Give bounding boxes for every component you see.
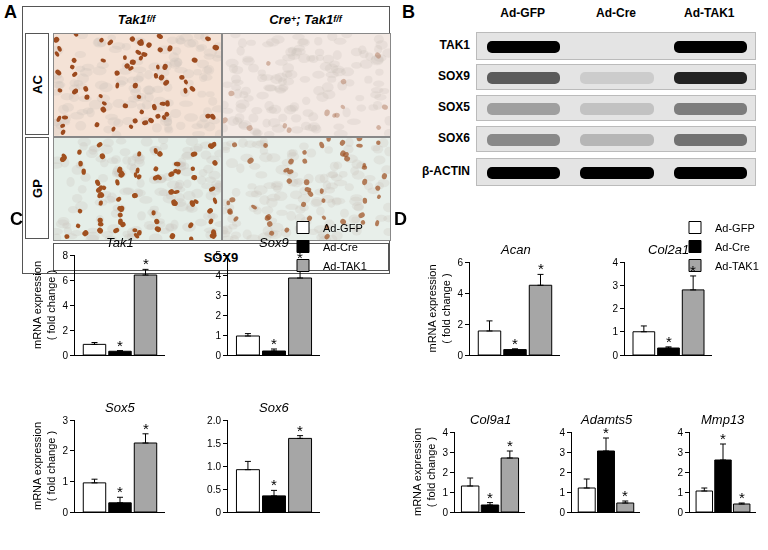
svg-text:*: *	[666, 333, 672, 350]
svg-text:2: 2	[62, 325, 68, 336]
svg-text:0: 0	[442, 507, 448, 518]
svg-text:4: 4	[442, 427, 448, 438]
svg-text:Ad-Cre: Ad-Cre	[715, 241, 750, 253]
svg-text:6: 6	[457, 257, 463, 268]
svg-text:Ad-GFP: Ad-GFP	[715, 222, 755, 234]
svg-text:3: 3	[62, 415, 68, 426]
svg-text:*: *	[143, 255, 149, 272]
svg-text:Sox9: Sox9	[259, 235, 289, 250]
svg-text:Sox6: Sox6	[259, 400, 289, 415]
svg-text:*: *	[117, 483, 123, 500]
svg-text:*: *	[720, 430, 726, 447]
svg-text:2: 2	[677, 467, 683, 478]
svg-text:*: *	[297, 422, 303, 439]
svg-text:4: 4	[457, 288, 463, 299]
svg-text:*: *	[603, 424, 609, 441]
svg-text:1: 1	[442, 487, 448, 498]
svg-text:*: *	[297, 249, 303, 266]
svg-text:4: 4	[612, 257, 618, 268]
svg-text:8: 8	[62, 250, 68, 261]
svg-text:*: *	[512, 335, 518, 352]
svg-text:D: D	[394, 209, 407, 229]
svg-text:2: 2	[612, 303, 618, 314]
svg-text:Adamts5: Adamts5	[580, 412, 633, 427]
svg-text:0: 0	[457, 350, 463, 361]
svg-text:*: *	[739, 489, 745, 506]
svg-text:2: 2	[457, 319, 463, 330]
svg-text:1.0: 1.0	[207, 461, 221, 472]
svg-text:*: *	[507, 437, 513, 454]
svg-text:4: 4	[677, 427, 683, 438]
svg-text:*: *	[690, 262, 696, 279]
svg-text:0: 0	[215, 507, 221, 518]
svg-text:2: 2	[62, 445, 68, 456]
svg-text:0: 0	[215, 350, 221, 361]
svg-text:*: *	[487, 489, 493, 506]
svg-text:Ad-TAK1: Ad-TAK1	[715, 260, 759, 272]
svg-text:*: *	[271, 476, 277, 493]
svg-text:1: 1	[559, 487, 565, 498]
svg-text:1: 1	[215, 330, 221, 341]
svg-text:0: 0	[62, 350, 68, 361]
svg-text:Mmp13: Mmp13	[701, 412, 745, 427]
svg-text:4: 4	[62, 300, 68, 311]
svg-text:6: 6	[62, 275, 68, 286]
svg-text:0: 0	[612, 350, 618, 361]
svg-text:*: *	[143, 420, 149, 437]
svg-text:Col9a1: Col9a1	[470, 412, 511, 427]
svg-text:*: *	[622, 487, 628, 504]
svg-text:Tak1: Tak1	[106, 235, 134, 250]
svg-text:1.5: 1.5	[207, 438, 221, 449]
svg-text:3: 3	[215, 290, 221, 301]
svg-text:mRNA expression( fold change ): mRNA expression( fold change )	[31, 261, 57, 349]
svg-text:1: 1	[612, 326, 618, 337]
svg-text:Ad-Cre: Ad-Cre	[323, 241, 358, 253]
svg-text:Acan: Acan	[500, 242, 531, 257]
svg-text:0: 0	[559, 507, 565, 518]
svg-text:2.0: 2.0	[207, 415, 221, 426]
svg-text:2: 2	[442, 467, 448, 478]
svg-text:3: 3	[612, 280, 618, 291]
svg-text:*: *	[117, 337, 123, 354]
svg-text:*: *	[538, 260, 544, 277]
svg-text:2: 2	[215, 310, 221, 321]
svg-text:3: 3	[442, 447, 448, 458]
svg-text:4: 4	[559, 427, 565, 438]
svg-text:2: 2	[559, 467, 565, 478]
svg-text:Ad-TAK1: Ad-TAK1	[323, 260, 367, 272]
svg-text:0.5: 0.5	[207, 484, 221, 495]
svg-text:Ad-GFP: Ad-GFP	[323, 222, 363, 234]
svg-text:C: C	[10, 209, 23, 229]
svg-text:*: *	[271, 335, 277, 352]
svg-text:0: 0	[677, 507, 683, 518]
svg-text:mRNA expression( fold change ): mRNA expression( fold change )	[31, 422, 57, 510]
svg-text:1: 1	[62, 476, 68, 487]
svg-text:0: 0	[62, 507, 68, 518]
svg-text:1: 1	[677, 487, 683, 498]
svg-text:5: 5	[215, 250, 221, 261]
svg-text:3: 3	[559, 447, 565, 458]
svg-text:3: 3	[677, 447, 683, 458]
svg-text:Sox5: Sox5	[105, 400, 135, 415]
svg-text:4: 4	[215, 270, 221, 281]
svg-text:Col2a1: Col2a1	[648, 242, 689, 257]
svg-text:mRNA expression( fold change ): mRNA expression( fold change )	[411, 428, 437, 516]
svg-text:mRNA expression( fold change ): mRNA expression( fold change )	[426, 264, 452, 352]
